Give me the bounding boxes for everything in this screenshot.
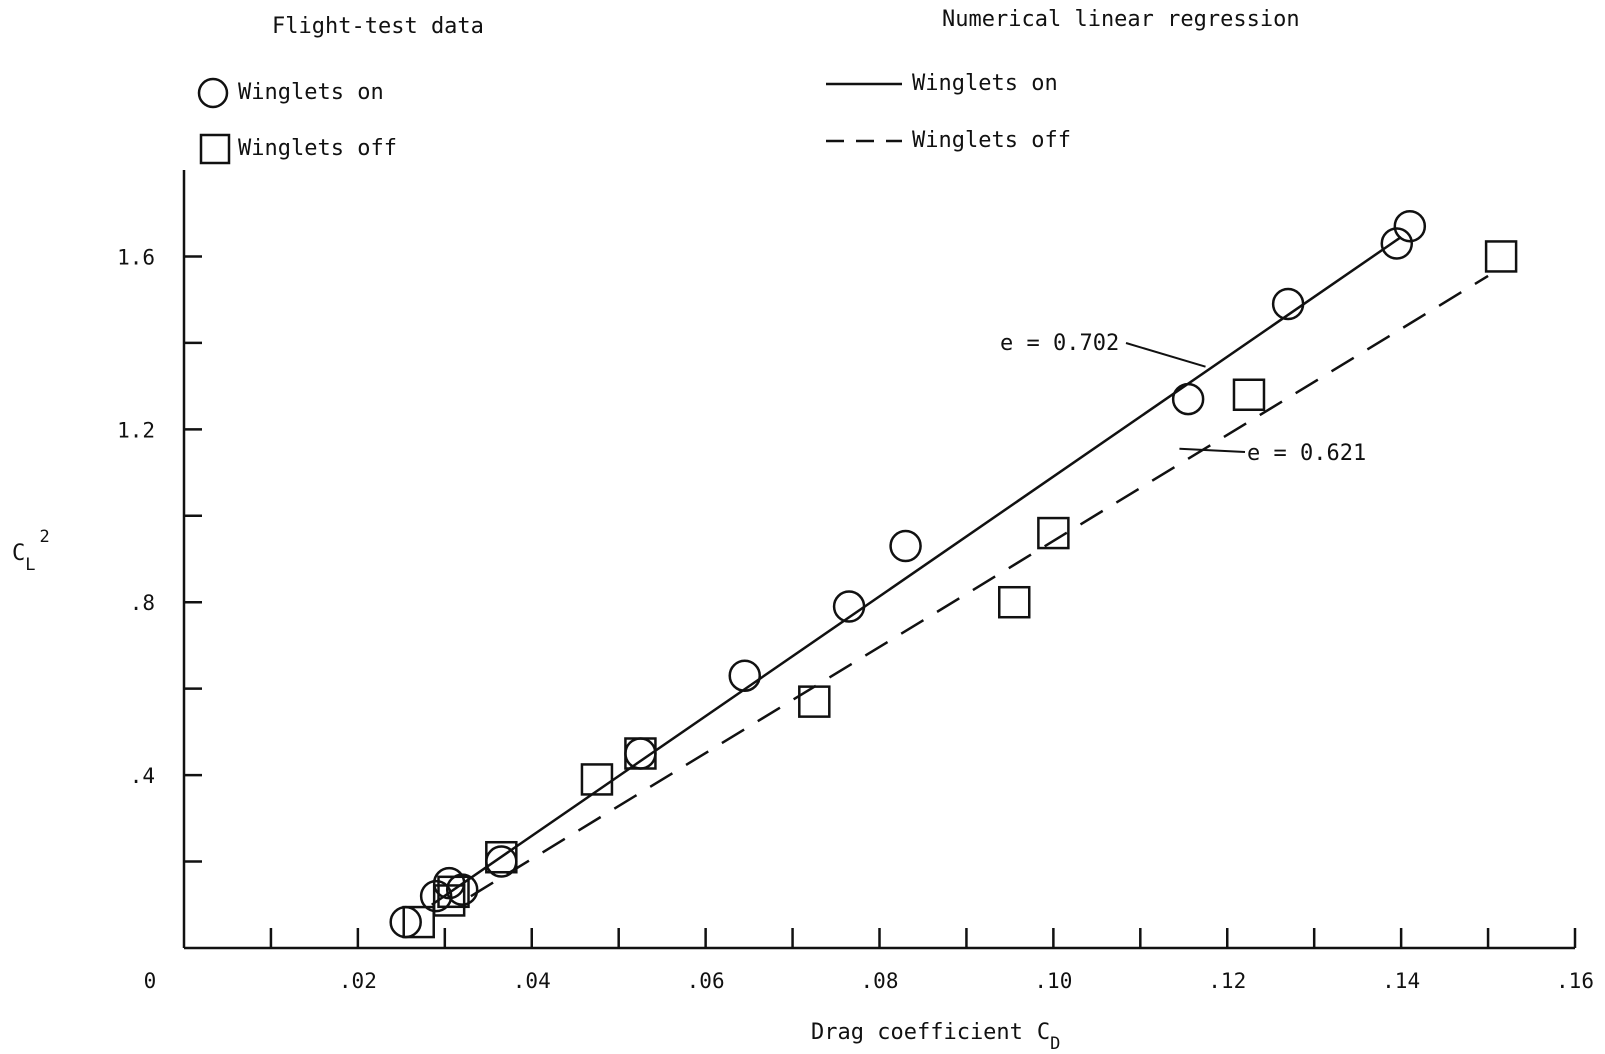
legend-right-title: Numerical linear regression — [942, 7, 1300, 32]
point-winglets-off-3 — [485, 840, 518, 874]
point-winglets-on-12 — [1393, 209, 1427, 243]
legend-item-winglets-on-marker: Winglets on — [238, 80, 384, 105]
point-winglets-on-6 — [728, 659, 761, 692]
annotation-e-winglets-off: e = 0.621 — [1247, 441, 1366, 466]
x-tick-label-8: .16 — [1556, 969, 1594, 993]
point-winglets-on-9 — [1171, 382, 1205, 416]
y-tick-label-1: .8 — [130, 591, 155, 615]
legend-item-winglets-on-line: Winglets on — [912, 71, 1058, 96]
x-axis-label: Drag coefficient CD — [811, 1020, 1060, 1054]
point-winglets-on-3 — [445, 873, 479, 906]
point-winglets-on-7 — [832, 590, 866, 623]
legend-square-marker — [199, 133, 231, 165]
point-winglets-off-7 — [998, 585, 1031, 619]
x-axis-label-symbol: C — [1037, 1020, 1050, 1045]
point-winglets-on-0 — [389, 905, 422, 939]
point-winglets-on-10 — [1271, 287, 1305, 321]
annotations: e = 0.702 e = 0.621 — [1000, 331, 1366, 466]
regression-lines — [431, 235, 1489, 906]
y-ticks — [184, 255, 202, 863]
y-tick-labels: .4 .8 1.2 1.6 — [117, 245, 155, 788]
point-winglets-off-0 — [402, 905, 435, 939]
x-ticks — [269, 928, 1577, 948]
x-tick-label-2: .04 — [513, 969, 551, 993]
legend-circle-marker — [197, 77, 229, 109]
legend: Flight-test data Numerical linear regres… — [197, 7, 1300, 165]
y-axis-label-superscript: 2 — [40, 527, 50, 547]
x-tick-label-3: .06 — [687, 969, 725, 993]
point-winglets-off-1 — [432, 884, 466, 917]
point-winglets-off-5 — [624, 737, 657, 770]
x-tick-label-4: .08 — [861, 969, 899, 993]
regression-line-winglets-off — [470, 274, 1489, 898]
point-winglets-off-6 — [798, 685, 831, 718]
y-tick-label-0: .4 — [130, 764, 155, 788]
y-tick-label-3: 1.6 — [117, 245, 155, 269]
point-winglets-on-11 — [1380, 227, 1414, 260]
x-tick-label-0: 0 — [144, 969, 157, 993]
legend-left-title: Flight-test data — [272, 14, 484, 39]
x-tick-label-7: .14 — [1382, 969, 1420, 993]
annotation-e-winglets-on: e = 0.702 — [1000, 331, 1119, 356]
y-tick-label-2: 1.2 — [117, 418, 155, 442]
x-tick-label-5: .10 — [1034, 969, 1072, 993]
annotation-leader-winglets-on — [1125, 342, 1206, 368]
x-axis-label-subscript: D — [1050, 1034, 1060, 1054]
legend-item-winglets-off-line: Winglets off — [912, 128, 1071, 153]
point-winglets-off-9 — [1232, 378, 1266, 412]
point-winglets-off-4 — [580, 763, 614, 796]
y-axis-label-subscript: L — [25, 555, 35, 575]
x-tick-labels: 0 .02 .04 .06 .08 .10 .12 .14 .16 — [144, 969, 1594, 993]
x-axis-label-text: Drag coefficient — [811, 1020, 1023, 1045]
regression-line-winglets-on — [431, 235, 1402, 906]
annotation-leader-winglets-off — [1179, 447, 1246, 453]
point-winglets-off-8 — [1037, 516, 1070, 550]
x-tick-label-6: .12 — [1208, 969, 1246, 993]
legend-item-winglets-off-marker: Winglets off — [238, 136, 397, 161]
y-axis-label: CL2 — [12, 527, 50, 575]
x-tick-label-1: .02 — [339, 969, 377, 993]
point-winglets-off-10 — [1484, 240, 1518, 273]
point-winglets-on-8 — [889, 529, 922, 563]
axes — [182, 170, 1575, 950]
point-winglets-off-2 — [437, 875, 470, 909]
data-markers — [389, 209, 1518, 939]
y-axis-label-symbol: C — [12, 541, 25, 566]
point-winglets-on-1 — [419, 879, 453, 913]
